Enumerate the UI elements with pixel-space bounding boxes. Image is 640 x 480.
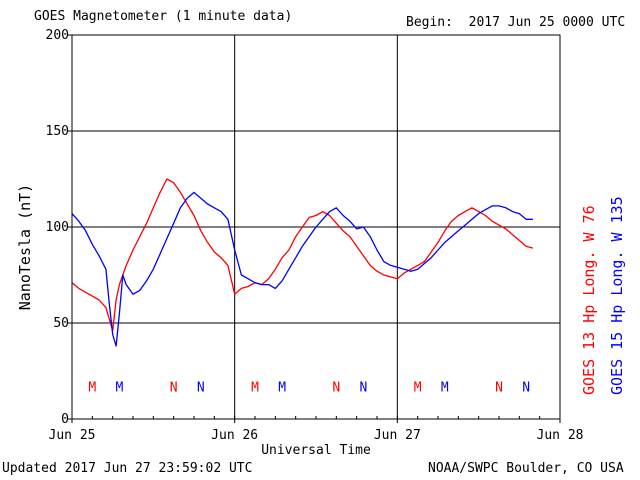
marker-n: N [360,380,368,395]
y-axis: 0 50 100 150 200 [46,28,72,427]
grid-lines [72,35,560,419]
legend-goes13: GOES 13 Hp Long. W 76 [580,205,598,395]
y-tick-label: 0 [61,412,69,427]
begin-time-label: Begin: 2017 Jun 25 0000 UTC [406,15,626,30]
marker-m: M [278,380,286,395]
x-axis-label: Universal Time [261,443,371,458]
series-line-goes15 [71,191,533,347]
x-tick-label: Jun 28 [537,428,584,443]
y-axis-label: NanoTesla (nT) [16,184,34,310]
marker-m: M [441,380,449,395]
legend-goes15: GOES 15 Hp Long. W 135 [608,196,626,395]
marker-n: N [170,380,178,395]
marker-m: M [414,380,422,395]
series-lines [71,178,534,347]
credit-label: NOAA/SWPC Boulder, CO USA [428,461,624,476]
marker-n: N [332,380,340,395]
y-tick-label: 100 [46,220,69,235]
marker-m: M [251,380,259,395]
marker-n: N [495,380,503,395]
marker-m: M [116,380,124,395]
series-line-goes13 [71,178,534,332]
chart-title: GOES Magnetometer (1 minute data) [34,9,293,24]
y-tick-label: 150 [46,124,69,139]
x-tick-label: Jun 26 [211,428,258,443]
marker-m: M [88,380,96,395]
x-axis: Jun 25 Jun 26 Jun 27 Jun 28 [49,416,584,443]
y-tick-label: 200 [46,28,69,43]
x-tick-label: Jun 27 [374,428,421,443]
y-tick-label: 50 [53,316,69,331]
marker-n: N [197,380,205,395]
updated-timestamp: Updated 2017 Jun 27 23:59:02 UTC [2,461,253,476]
marker-n: N [522,380,530,395]
x-tick-label: Jun 25 [49,428,96,443]
